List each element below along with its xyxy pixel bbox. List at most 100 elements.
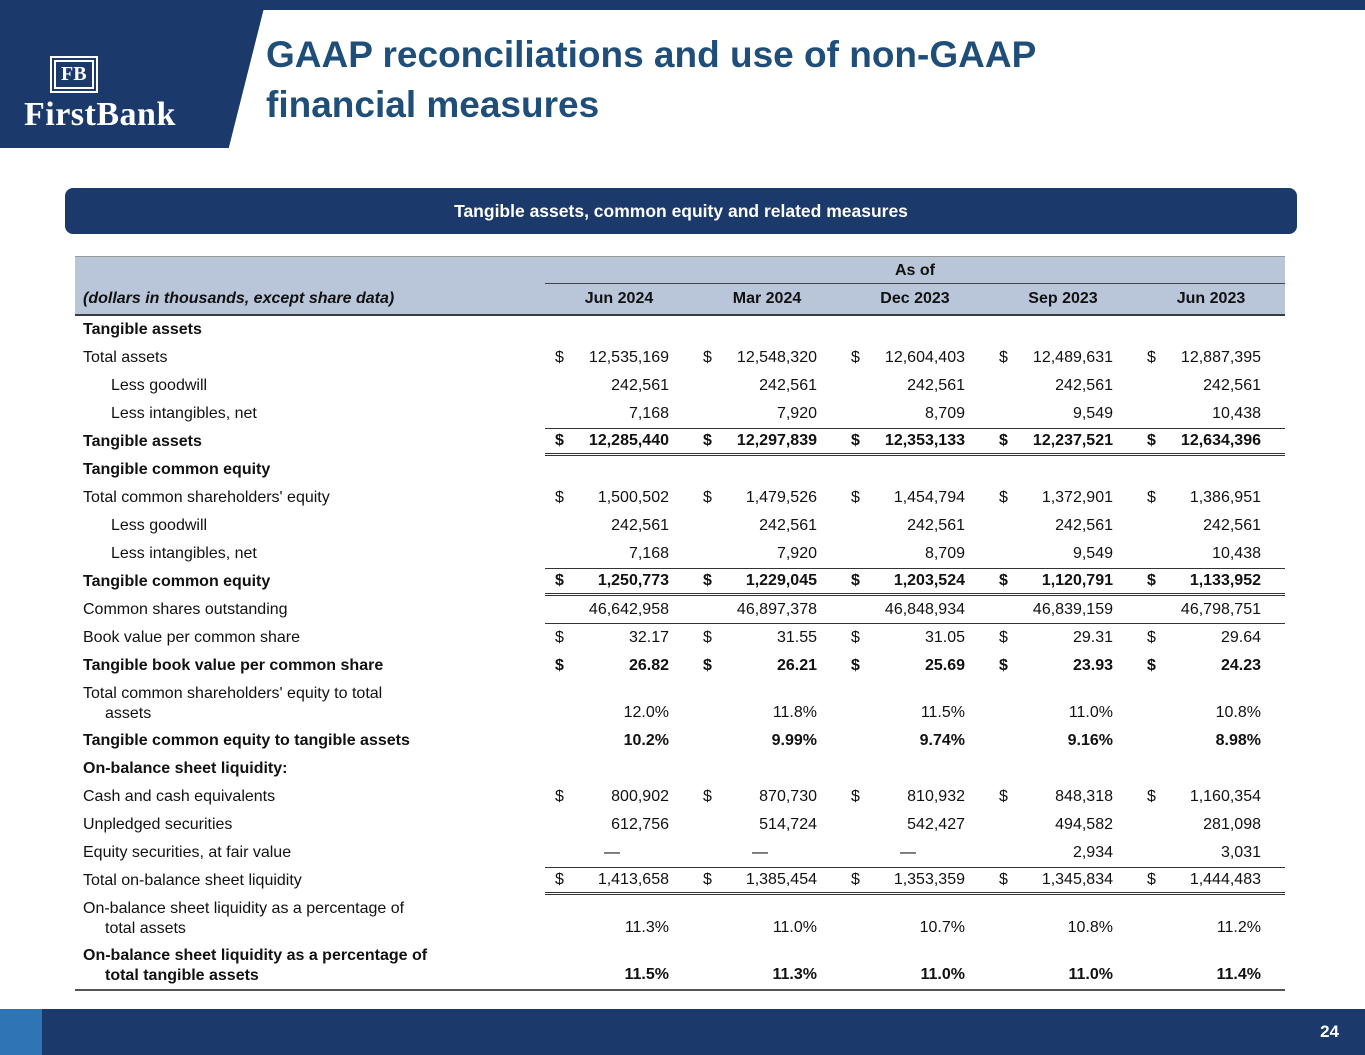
cell-number: 29.31	[1072, 629, 1113, 646]
table-header: As of (dollars in thousands, except shar…	[75, 257, 1285, 316]
table-column-headers: (dollars in thousands, except share data…	[75, 284, 1285, 316]
fb-monogram-text: FB	[54, 60, 94, 89]
row-label: Total common shareholders' equity to tot…	[83, 684, 383, 722]
cell-number: 800,902	[611, 788, 669, 805]
currency-symbol: $	[555, 871, 564, 888]
currency-symbol: $	[703, 629, 712, 646]
row-label: Cash and cash equivalents	[83, 788, 276, 805]
cell-value: $1,133,952	[1137, 568, 1285, 596]
row-label: Tangible common equity	[83, 461, 271, 478]
cell-value: $810,932	[841, 783, 989, 811]
financial-table-body: Tangible assets Total assets $12,535,169 $1…	[75, 316, 1285, 989]
header-spacer	[75, 257, 545, 284]
cell-value: 242,561	[759, 517, 817, 534]
cell-value: $23.93	[989, 652, 1137, 680]
cell-value: $848,318	[989, 783, 1137, 811]
cell-number: 870,730	[759, 788, 817, 805]
cell-value: $12,634,396	[1137, 428, 1285, 456]
cell-value: 9.99%	[771, 732, 817, 749]
column-header: Mar 2024	[732, 290, 802, 307]
cell-value: $1,500,502	[545, 484, 693, 512]
currency-symbol: $	[851, 788, 860, 805]
cell-value: 494,582	[1055, 816, 1113, 833]
cell-value: 242,561	[1203, 517, 1261, 534]
currency-symbol: $	[999, 871, 1008, 888]
table-row: Less intangibles, net 7,168 7,920 8,709 9,54…	[75, 540, 1285, 568]
table-caption: (dollars in thousands, except share data…	[83, 290, 395, 307]
currency-symbol: $	[1147, 572, 1156, 589]
cell-number: 1,229,045	[745, 572, 817, 589]
cell-number: 26.82	[628, 657, 669, 674]
cell-value: $26.82	[545, 652, 693, 680]
currency-symbol: $	[851, 572, 860, 589]
cell-value: 281,098	[1203, 816, 1261, 833]
as-of-row: As of	[75, 257, 1285, 284]
table-row: Book value per common share $32.17 $31.55 $…	[75, 624, 1285, 652]
cell-number: 1,120,791	[1041, 572, 1113, 589]
row-label: Total assets	[83, 349, 168, 366]
row-label: Tangible assets	[83, 321, 202, 338]
cell-value: 9,549	[1072, 545, 1113, 562]
row-label: Total on-balance sheet liquidity	[83, 872, 302, 889]
cell-value: $12,887,395	[1137, 344, 1285, 372]
cell-value: 242,561	[759, 377, 817, 394]
row-label: Equity securities, at fair value	[83, 844, 292, 861]
cell-value: 612,756	[611, 816, 669, 833]
currency-symbol: $	[555, 489, 564, 506]
currency-symbol: $	[703, 349, 712, 366]
cell-value: 11.0%	[772, 919, 817, 936]
row-label: Tangible common equity to tangible asset…	[83, 732, 410, 749]
cell-number: 1,250,773	[597, 572, 669, 589]
cell-value: $1,386,951	[1137, 484, 1285, 512]
cell-value: 46,798,751	[1137, 596, 1285, 624]
banner-text: Tangible assets, common equity and relat…	[454, 200, 908, 221]
cell-number: 12,634,396	[1180, 432, 1261, 449]
cell-number: 1,133,952	[1189, 572, 1261, 589]
table-row: Tangible assets	[75, 316, 1285, 344]
table-row: Tangible book value per common share $26.…	[75, 652, 1285, 680]
currency-symbol: $	[1147, 871, 1156, 888]
row-label: Tangible book value per common share	[83, 657, 384, 674]
cell-value: 9,549	[1072, 405, 1113, 422]
row-label: Less goodwill	[111, 517, 208, 534]
cell-value: $1,353,359	[841, 867, 989, 895]
cell-value: 11.4%	[1216, 966, 1261, 983]
currency-symbol: $	[1147, 629, 1156, 646]
table-row: Tangible common equity	[75, 456, 1285, 484]
row-label: Less goodwill	[111, 377, 208, 394]
page-number: 24	[1320, 1022, 1339, 1041]
cell-value: $12,489,631	[989, 344, 1137, 372]
row-label: Book value per common share	[83, 629, 300, 646]
row-label: Total common shareholders' equity	[83, 489, 330, 506]
cell-value: 10.2%	[623, 732, 669, 749]
cell-value: $1,454,794	[841, 484, 989, 512]
cell-value: 542,427	[907, 816, 965, 833]
currency-symbol: $	[999, 788, 1008, 805]
cell-number: 1,500,502	[597, 489, 669, 506]
cell-number: 12,604,403	[884, 349, 965, 366]
cell-number: 1,479,526	[745, 489, 817, 506]
cell-number: 23.93	[1072, 657, 1113, 674]
slide-title: GAAP reconciliations and use of non-GAAP…	[266, 34, 1037, 125]
row-label: Less intangibles, net	[111, 545, 257, 562]
currency-symbol: $	[555, 657, 564, 674]
cell-value: 9.16%	[1067, 732, 1113, 749]
cell-value: $12,297,839	[693, 428, 841, 456]
cell-value: 11.8%	[772, 704, 817, 721]
table-row: Tangible assets $12,285,440 $12,297,839 $12…	[75, 428, 1285, 456]
column-header: Jun 2024	[584, 290, 654, 307]
cell-value: $1,160,354	[1137, 783, 1285, 811]
cell-value: 11.5%	[624, 966, 669, 983]
cell-value: 242,561	[611, 377, 669, 394]
row-label: On-balance sheet liquidity:	[83, 760, 288, 777]
table-row: Total common shareholders' equity $1,500,…	[75, 484, 1285, 512]
cell-value: 10.8%	[1215, 704, 1261, 721]
cell-value: 11.0%	[1068, 704, 1113, 721]
currency-symbol: $	[851, 657, 860, 674]
row-label: Common shares outstanding	[83, 601, 288, 618]
cell-value: 10.8%	[1067, 919, 1113, 936]
cell-value: 11.0%	[1068, 966, 1113, 983]
cell-number: 24.23	[1220, 657, 1261, 674]
cell-number: 26.21	[776, 657, 817, 674]
cell-value: $31.05	[841, 624, 989, 652]
